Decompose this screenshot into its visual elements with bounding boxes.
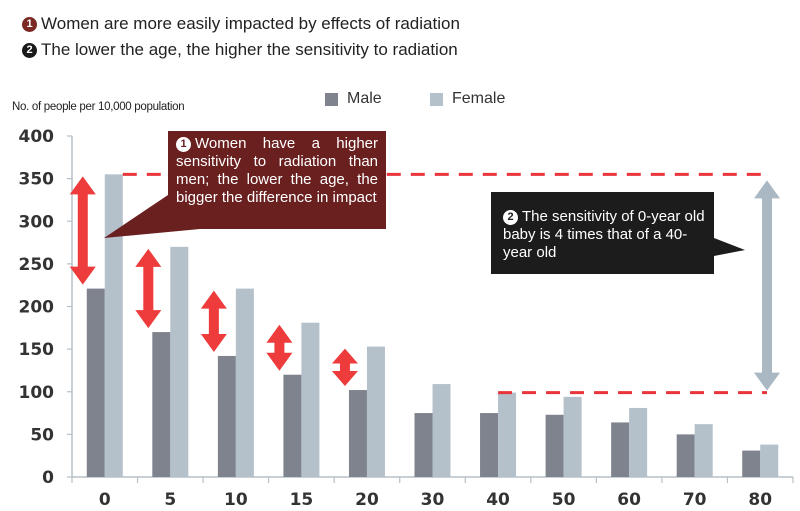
bar-male <box>217 355 236 477</box>
y-tick-label: 0 <box>42 468 54 488</box>
legend-female-label: Female <box>452 90 506 107</box>
x-tick-label: 20 <box>355 490 379 510</box>
bar-female <box>629 407 648 477</box>
bar-male <box>283 374 302 477</box>
bar-male <box>152 332 171 477</box>
y-tick-label: 200 <box>19 298 55 318</box>
bar-female <box>366 346 385 477</box>
y-tick-label: 400 <box>19 127 55 147</box>
headline-1: 1 Women are more easily impacted by effe… <box>22 14 460 34</box>
gender-difference-arrow-icon <box>69 176 96 285</box>
bar-female <box>498 392 517 477</box>
bar-male <box>545 414 564 477</box>
x-tick-label: 80 <box>748 490 772 510</box>
number-badge-1-icon: 1 <box>22 16 37 32</box>
y-tick-label: 250 <box>19 255 55 275</box>
callout-2-text: The sensitivity of 0-year old baby is 4 … <box>503 208 705 261</box>
bar-female <box>563 396 582 477</box>
bar-male <box>348 390 367 477</box>
bar-female <box>760 444 779 477</box>
y-tick-label: 300 <box>19 212 55 232</box>
gender-difference-arrow-icon <box>135 248 162 329</box>
gender-difference-arrow-icon <box>266 324 293 371</box>
x-tick-label: 40 <box>486 490 510 510</box>
legend-female-swatch <box>430 92 443 106</box>
bar-male <box>676 434 695 477</box>
callout-2-pointer <box>714 238 745 256</box>
y-axis-title: No. of people per 10,000 population <box>12 101 185 113</box>
bar-female <box>432 384 451 477</box>
x-tick-label: 5 <box>164 490 176 510</box>
legend-male-label: Male <box>347 90 382 107</box>
x-tick-label: 70 <box>683 490 707 510</box>
legend-male-swatch <box>325 92 338 106</box>
bar-female <box>170 246 189 477</box>
callout-1-text: Women have a higher sensitivity to radia… <box>176 135 378 206</box>
number-badge-2-icon: 2 <box>503 210 518 225</box>
bar-male <box>414 413 433 477</box>
x-tick-label: 50 <box>552 490 576 510</box>
y-tick-label: 100 <box>19 383 55 403</box>
y-tick-label: 150 <box>19 340 55 360</box>
y-tick-label: 350 <box>19 170 55 190</box>
bar-male <box>742 450 761 477</box>
x-tick-label: 10 <box>224 490 248 510</box>
sensitivity-ratio-arrow-icon <box>754 180 780 391</box>
y-tick-label: 50 <box>30 425 54 445</box>
number-badge-1-icon: 1 <box>176 137 191 152</box>
callout-age-sensitivity: 2 The sensitivity of 0-year old baby is 4… <box>491 192 714 274</box>
bar-male <box>86 288 105 477</box>
x-tick-label: 60 <box>617 490 641 510</box>
legend-female: Female <box>430 90 505 108</box>
x-tick-label: 0 <box>99 490 111 510</box>
headline-1-text: Women are more easily impacted by effect… <box>41 14 460 33</box>
gender-difference-arrow-icon <box>200 290 227 352</box>
x-tick-label: 30 <box>421 490 445 510</box>
number-badge-2-icon: 2 <box>22 42 37 58</box>
bar-male <box>480 413 499 477</box>
callout-gender-difference: 1 Women have a higher sensitivity to radi… <box>168 131 386 229</box>
gender-difference-arrow-icon <box>331 348 358 387</box>
legend-male: Male <box>325 90 382 108</box>
x-tick-label: 15 <box>290 490 314 510</box>
bar-female <box>694 424 713 477</box>
bar-female <box>104 174 123 478</box>
headline-2: 2 The lower the age, the higher the sens… <box>22 40 458 60</box>
headline-2-text: The lower the age, the higher the sensit… <box>41 40 458 59</box>
bar-female <box>235 288 254 477</box>
bar-female <box>301 322 320 477</box>
bar-male <box>611 422 630 477</box>
